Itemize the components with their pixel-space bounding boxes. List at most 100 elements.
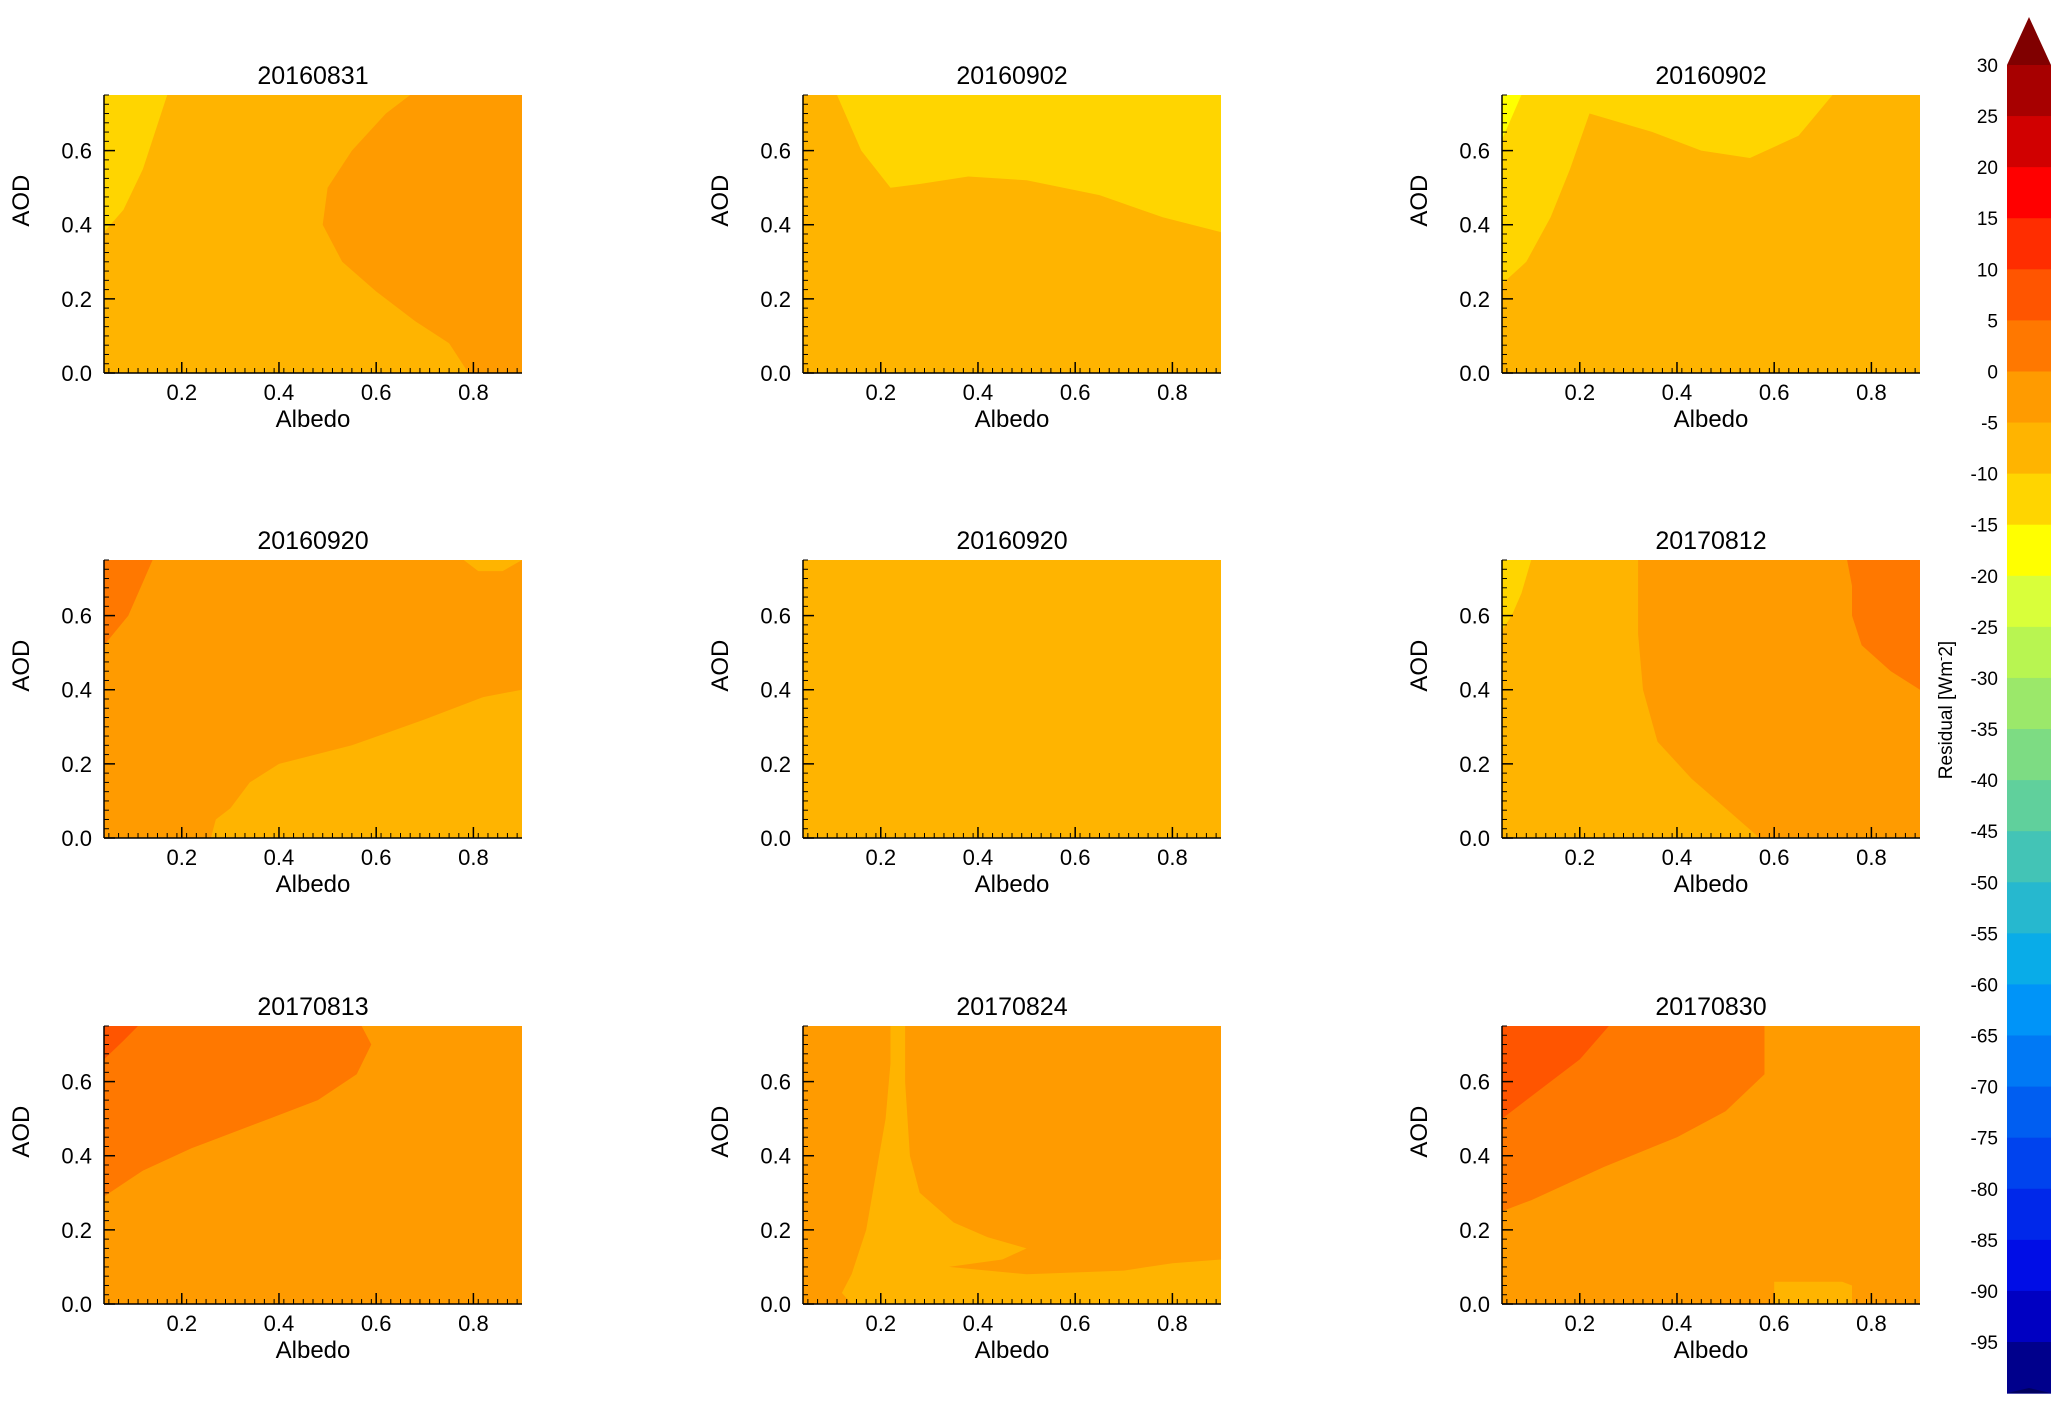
panel-2: 0.2 0.4 0.6 0.8 0.0 0.2 0.4 0.6 20160902 Albedo AO… xyxy=(707,62,1221,433)
contour-region xyxy=(1502,1026,1609,1119)
colorbar-segment xyxy=(2007,984,2051,1037)
y-tick-label: 0.2 xyxy=(760,752,791,777)
y-tick-label: 0.4 xyxy=(1459,213,1490,238)
x-tick-label: 0.4 xyxy=(264,1311,295,1336)
x-tick-label: 0.8 xyxy=(458,380,489,405)
panel-title: 20170812 xyxy=(1655,527,1766,555)
y-tick-label: 0.6 xyxy=(61,1070,92,1095)
x-axis-label: Albedo xyxy=(276,1337,351,1364)
y-tick-label: 0.2 xyxy=(61,752,92,777)
contour-region xyxy=(841,1026,1221,1304)
x-tick-label: 0.4 xyxy=(963,845,994,870)
y-tick-label: 0.0 xyxy=(61,1292,92,1317)
panel-title: 20160920 xyxy=(956,527,1067,555)
colorbar-tick-label: -90 xyxy=(1971,1282,1998,1303)
panel-7: 0.2 0.4 0.6 0.8 0.0 0.2 0.4 0.6 20170813 Albedo AO… xyxy=(8,993,522,1364)
colorbar-segment xyxy=(2007,933,2051,986)
colorbar-tick-label: -85 xyxy=(1971,1231,1998,1252)
y-tick-label: 0.4 xyxy=(61,1144,92,1169)
y-tick-label: 0.0 xyxy=(760,826,791,851)
contour-region xyxy=(463,560,522,572)
colorbar: 30 25 20 15 10 5 0 -5 -10 -15 -20 -25 -30 -35 -40 -45 -5… xyxy=(1933,17,2051,1394)
y-tick-label: 0.6 xyxy=(61,139,92,164)
contour-region xyxy=(104,1026,138,1060)
contour-region xyxy=(104,95,168,233)
colorbar-segment xyxy=(2007,371,2051,424)
contour-region xyxy=(1502,1026,1765,1212)
panel-title: 20170824 xyxy=(956,993,1067,1021)
x-tick-label: 0.2 xyxy=(1564,1311,1595,1336)
x-tick-label: 0.8 xyxy=(1157,1311,1188,1336)
x-tick-label: 0.8 xyxy=(458,845,489,870)
colorbar-segment xyxy=(2007,320,2051,373)
colorbar-tick-label: -55 xyxy=(1971,924,1998,945)
y-tick-label: 0.2 xyxy=(1459,1218,1490,1243)
colorbar-tick-label: -70 xyxy=(1971,1078,1998,1099)
colorbar-segment xyxy=(2007,626,2051,679)
panel-3: 0.2 0.4 0.6 0.8 0.0 0.2 0.4 0.6 20160902 Albedo AO… xyxy=(1406,62,1920,433)
panel-title: 20160902 xyxy=(1655,62,1766,90)
colorbar-segment xyxy=(2007,218,2051,270)
contour-region xyxy=(322,95,522,373)
colorbar-segment xyxy=(2007,831,2051,883)
y-axis-label: AOD xyxy=(8,1106,35,1158)
y-axis-label: AOD xyxy=(1406,175,1433,227)
colorbar-tick-label: -15 xyxy=(1971,516,1998,537)
y-axis-label: AOD xyxy=(707,1106,734,1158)
colorbar-tick-label: 30 xyxy=(1977,56,1998,77)
colorbar-tick-label: -50 xyxy=(1971,873,1998,894)
x-tick-label: 0.2 xyxy=(166,845,197,870)
panel-title: 20160831 xyxy=(257,62,368,90)
x-tick-label: 0.6 xyxy=(1759,1311,1790,1336)
x-tick-label: 0.6 xyxy=(361,845,392,870)
y-tick-label: 0.2 xyxy=(760,287,791,312)
colorbar-tick-label: -30 xyxy=(1971,669,1998,690)
colorbar-tick-label: -10 xyxy=(1971,465,1998,486)
y-tick-label: 0.0 xyxy=(1459,826,1490,851)
x-tick-label: 0.6 xyxy=(1759,380,1790,405)
y-tick-label: 0.6 xyxy=(760,1070,791,1095)
colorbar-tick-label: 5 xyxy=(1987,311,1998,332)
contour-region xyxy=(1502,95,1833,284)
x-tick-label: 0.4 xyxy=(963,380,994,405)
y-axis-label: AOD xyxy=(8,175,35,227)
colorbar-segment xyxy=(2007,729,2051,781)
colorbar-tick-label: -65 xyxy=(1971,1027,1998,1048)
contour-region xyxy=(104,1026,372,1197)
colorbar-segment xyxy=(2007,473,2051,526)
x-axis-label: Albedo xyxy=(276,406,351,433)
contour-region xyxy=(837,95,1221,233)
x-axis-label: Albedo xyxy=(975,871,1050,898)
contour-region xyxy=(1502,560,1532,631)
panel-8: 0.2 0.4 0.6 0.8 0.0 0.2 0.4 0.6 20170824 Albedo AO… xyxy=(707,993,1221,1364)
colorbar-tick-label: 15 xyxy=(1977,209,1998,230)
colorbar-segment xyxy=(2007,65,2051,117)
colorbar-tick-labels: 30 25 20 15 10 5 0 -5 -10 -15 -20 -25 -30 -35 -40 -45 -5… xyxy=(1971,56,1998,1354)
x-tick-label: 0.4 xyxy=(264,845,295,870)
x-tick-label: 0.8 xyxy=(1157,380,1188,405)
x-tick-label: 0.8 xyxy=(1856,1311,1887,1336)
y-tick-label: 0.2 xyxy=(61,287,92,312)
x-tick-label: 0.6 xyxy=(1759,845,1790,870)
y-tick-label: 0.4 xyxy=(61,678,92,703)
y-tick-label: 0.6 xyxy=(1459,1070,1490,1095)
x-tick-label: 0.6 xyxy=(1060,845,1091,870)
colorbar-segment xyxy=(2007,780,2051,832)
colorbar-tick-label: -5 xyxy=(1981,414,1998,435)
panel-5: 0.2 0.4 0.6 0.8 0.0 0.2 0.4 0.6 20160920 Albedo AO… xyxy=(707,527,1221,898)
y-tick-label: 0.0 xyxy=(61,361,92,386)
y-tick-label: 0.6 xyxy=(760,139,791,164)
colorbar-tick-label: 25 xyxy=(1977,107,1998,128)
y-tick-label: 0.6 xyxy=(1459,139,1490,164)
contour-region xyxy=(104,560,153,646)
y-tick-label: 0.0 xyxy=(1459,361,1490,386)
y-axis-label: AOD xyxy=(707,640,734,692)
colorbar-label: Residual [Wm-2] xyxy=(1933,641,1958,779)
colorbar-segment xyxy=(2007,524,2051,577)
y-tick-label: 0.4 xyxy=(760,678,791,703)
x-tick-label: 0.2 xyxy=(1564,380,1595,405)
colorbar-tick-label: -95 xyxy=(1971,1333,1998,1354)
y-tick-label: 0.4 xyxy=(1459,1144,1490,1169)
colorbar-segment xyxy=(2007,1086,2051,1139)
colorbar-tick-label: -25 xyxy=(1971,618,1998,639)
